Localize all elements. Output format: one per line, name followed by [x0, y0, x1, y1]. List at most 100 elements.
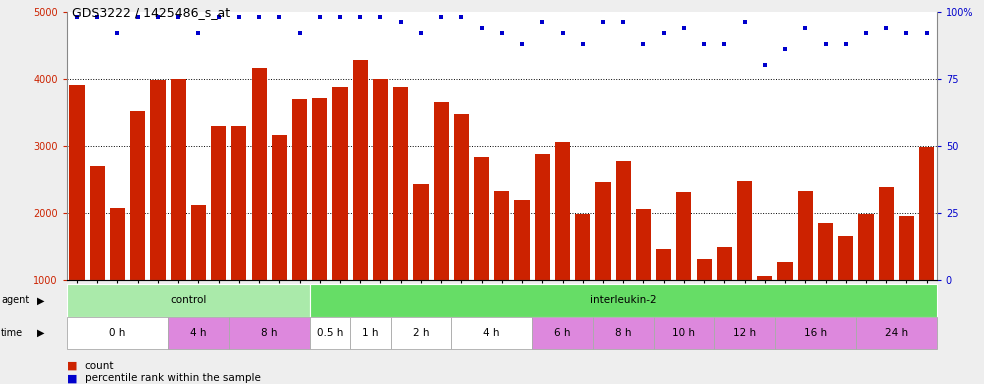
- Point: [716, 41, 732, 47]
- Text: ▶: ▶: [37, 328, 45, 338]
- Text: ■: ■: [67, 361, 78, 371]
- Point: [858, 30, 874, 36]
- Text: 10 h: 10 h: [672, 328, 696, 338]
- Text: count: count: [85, 361, 114, 371]
- Bar: [653, 317, 714, 349]
- Text: 8 h: 8 h: [261, 328, 277, 338]
- Point: [737, 19, 753, 25]
- Bar: [775, 317, 856, 349]
- Bar: [576, 214, 590, 348]
- Bar: [391, 317, 452, 349]
- Point: [231, 14, 247, 20]
- Point: [109, 30, 125, 36]
- Text: ■: ■: [67, 373, 78, 383]
- Bar: [272, 135, 287, 348]
- Bar: [312, 98, 328, 348]
- Point: [211, 14, 226, 20]
- Bar: [90, 166, 105, 348]
- Point: [373, 14, 389, 20]
- Bar: [858, 214, 874, 348]
- Text: control: control: [170, 295, 207, 306]
- Bar: [515, 200, 529, 348]
- Bar: [676, 192, 692, 348]
- Point: [676, 25, 692, 31]
- Bar: [856, 317, 937, 349]
- Bar: [474, 157, 489, 348]
- Text: 4 h: 4 h: [190, 328, 207, 338]
- Point: [413, 30, 429, 36]
- Point: [555, 30, 571, 36]
- Text: 12 h: 12 h: [733, 328, 756, 338]
- Bar: [737, 181, 752, 348]
- Bar: [532, 317, 593, 349]
- Point: [454, 14, 469, 20]
- Bar: [434, 102, 449, 348]
- Point: [393, 19, 408, 25]
- Bar: [394, 88, 408, 348]
- Point: [151, 14, 166, 20]
- Bar: [798, 191, 813, 348]
- Text: ▶: ▶: [37, 295, 45, 306]
- Bar: [777, 262, 793, 348]
- Point: [312, 14, 328, 20]
- Point: [837, 41, 853, 47]
- Point: [352, 14, 368, 20]
- Point: [272, 14, 287, 20]
- Bar: [67, 284, 310, 317]
- Bar: [555, 142, 570, 348]
- Point: [595, 19, 611, 25]
- Text: interleukin-2: interleukin-2: [589, 295, 656, 306]
- Text: 8 h: 8 h: [615, 328, 632, 338]
- Point: [333, 14, 348, 20]
- Bar: [758, 276, 772, 348]
- Bar: [595, 182, 610, 348]
- Bar: [413, 184, 428, 348]
- Point: [291, 30, 307, 36]
- Bar: [168, 317, 228, 349]
- Bar: [333, 88, 347, 348]
- Text: 1 h: 1 h: [362, 328, 379, 338]
- Bar: [67, 317, 168, 349]
- Point: [697, 41, 712, 47]
- Bar: [919, 147, 934, 348]
- Text: 0.5 h: 0.5 h: [317, 328, 343, 338]
- Point: [636, 41, 651, 47]
- Point: [777, 46, 793, 52]
- Bar: [231, 126, 246, 348]
- Bar: [714, 317, 775, 349]
- Text: 4 h: 4 h: [483, 328, 500, 338]
- Text: time: time: [1, 328, 23, 338]
- Point: [251, 14, 267, 20]
- Point: [170, 14, 186, 20]
- Bar: [898, 216, 914, 348]
- Bar: [534, 154, 550, 348]
- Point: [191, 30, 207, 36]
- Point: [615, 19, 631, 25]
- Text: 16 h: 16 h: [804, 328, 827, 338]
- Bar: [879, 187, 893, 348]
- Bar: [656, 249, 671, 348]
- Point: [494, 30, 510, 36]
- Bar: [191, 205, 206, 348]
- Text: percentile rank within the sample: percentile rank within the sample: [85, 373, 261, 383]
- Bar: [310, 317, 350, 349]
- Bar: [716, 247, 732, 348]
- Text: 0 h: 0 h: [109, 328, 126, 338]
- Bar: [292, 99, 307, 348]
- Bar: [593, 317, 653, 349]
- Bar: [454, 114, 469, 348]
- Bar: [110, 208, 125, 348]
- Point: [818, 41, 833, 47]
- Bar: [130, 111, 146, 348]
- Bar: [228, 317, 310, 349]
- Bar: [616, 161, 631, 348]
- Bar: [252, 68, 267, 348]
- Bar: [373, 79, 388, 348]
- Point: [534, 19, 550, 25]
- Bar: [350, 317, 391, 349]
- Point: [69, 14, 85, 20]
- Point: [898, 30, 914, 36]
- Bar: [697, 260, 711, 348]
- Bar: [151, 80, 165, 348]
- Text: agent: agent: [1, 295, 30, 306]
